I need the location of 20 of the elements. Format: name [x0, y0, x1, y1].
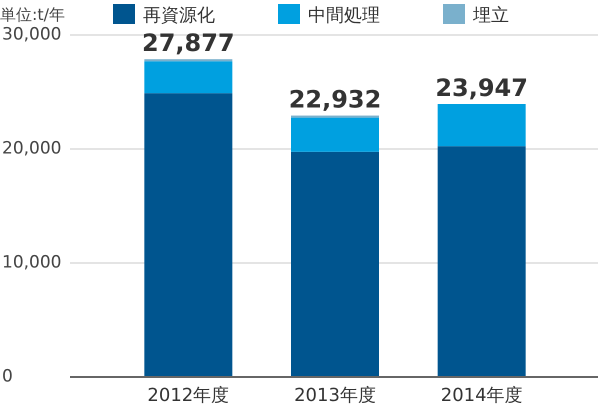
x-tick-label: 2014年度	[440, 385, 523, 406]
y-axis-title: 単位:t/年	[0, 5, 66, 24]
y-tick-label: 20,000	[2, 138, 62, 159]
y-tick-label: 0	[2, 366, 13, 387]
total-label: 22,932	[288, 86, 382, 114]
legend-label: 中間処理	[308, 5, 380, 26]
total-label: 23,947	[435, 74, 528, 102]
bar	[291, 152, 379, 377]
bar	[438, 146, 526, 377]
bar	[144, 93, 232, 377]
x-tick-label: 2013年度	[294, 385, 376, 406]
legend-label: 埋立	[472, 5, 509, 26]
x-tick-label: 2012年度	[147, 385, 230, 406]
bar	[144, 61, 232, 94]
bar	[438, 104, 526, 146]
y-tick-label: 10,000	[2, 252, 62, 273]
y-tick-label: 30,000	[2, 24, 62, 45]
total-label: 27,877	[142, 29, 235, 58]
legend-label: 再資源化	[143, 5, 215, 26]
bar	[291, 118, 379, 152]
